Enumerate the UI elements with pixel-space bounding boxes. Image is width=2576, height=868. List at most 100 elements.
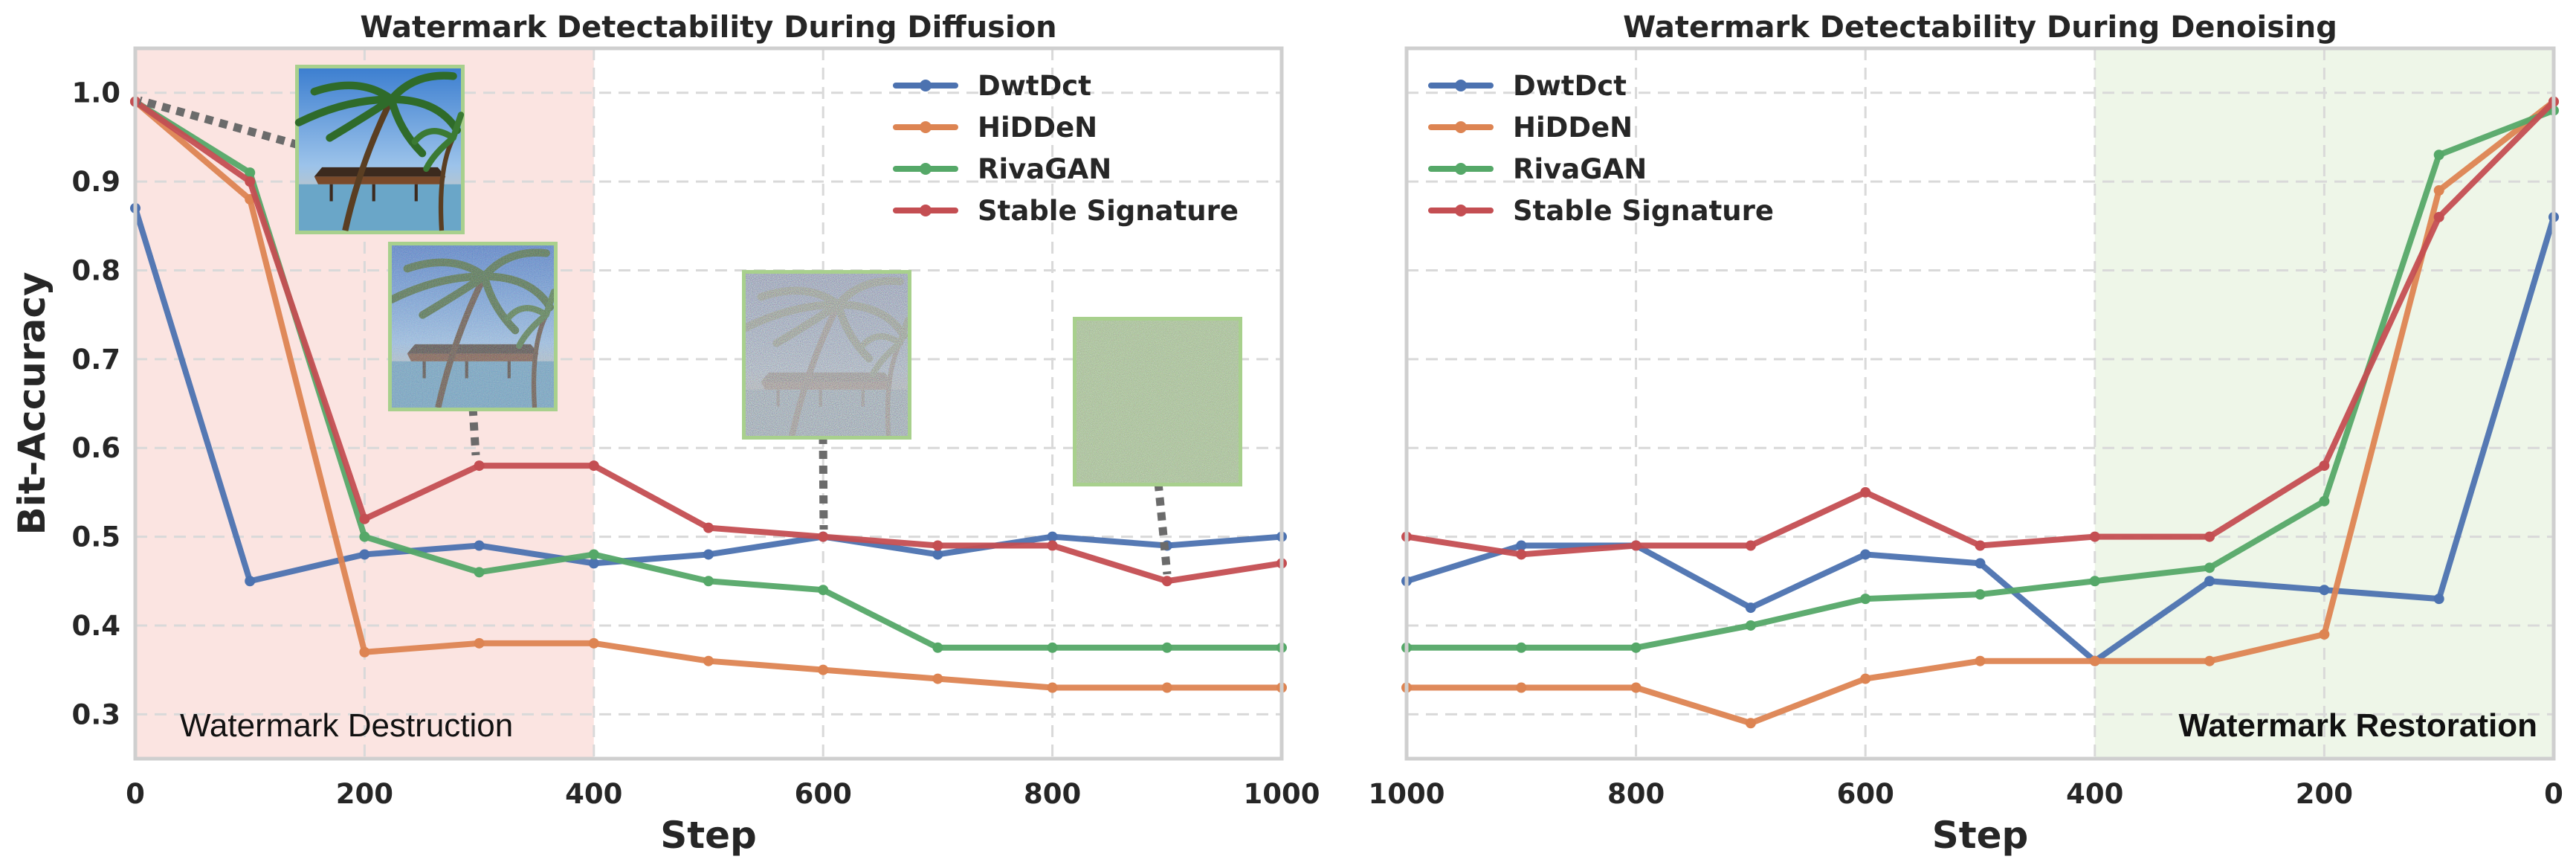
region-label: Watermark Destruction <box>180 707 513 744</box>
legend-marker <box>1455 80 1467 91</box>
data-point <box>2319 495 2330 507</box>
x-tick-label: 200 <box>2296 778 2353 810</box>
data-point <box>2204 531 2215 542</box>
thumbnail-connector <box>138 96 300 150</box>
legend-marker <box>1455 121 1467 133</box>
data-point <box>703 655 714 666</box>
x-tick-label: 200 <box>336 778 393 810</box>
thumbnail-image <box>299 68 461 231</box>
data-point <box>703 576 714 587</box>
data-point <box>1047 642 1058 653</box>
data-point <box>359 646 370 658</box>
x-axis-label: Step <box>1932 814 2029 857</box>
legend-label: DwtDct <box>1513 70 1627 102</box>
x-tick-label: 600 <box>1837 778 1894 810</box>
data-point <box>474 540 485 551</box>
data-point <box>2089 576 2100 587</box>
legend-marker <box>920 121 932 133</box>
data-point <box>2433 211 2444 222</box>
data-point <box>703 549 714 560</box>
y-tick-label: 0.9 <box>71 166 120 198</box>
y-tick-label: 0.6 <box>71 432 120 464</box>
data-point <box>245 167 256 179</box>
legend-marker <box>920 80 932 91</box>
data-point <box>1860 594 1871 605</box>
chart-title: Watermark Detectability During Denoising <box>1623 10 2337 45</box>
data-point <box>2319 460 2330 472</box>
data-point <box>2204 576 2215 587</box>
chart-title: Watermark Detectability During Diffusion <box>360 10 1056 45</box>
x-tick-label: 800 <box>1607 778 1665 810</box>
data-point <box>1860 673 1871 684</box>
x-tick-label: 400 <box>2066 778 2123 810</box>
x-tick-label: 600 <box>795 778 852 810</box>
x-tick-label: 0 <box>126 778 145 810</box>
x-tick-label: 0 <box>2544 778 2563 810</box>
data-point <box>1745 602 1756 614</box>
data-point <box>2433 185 2444 196</box>
data-point <box>2319 629 2330 640</box>
plot-frame <box>1404 46 2556 761</box>
legend-marker <box>920 163 932 175</box>
legend-label: HiDDeN <box>1513 112 1633 144</box>
data-point <box>2204 562 2215 573</box>
data-point <box>1630 682 1642 693</box>
legend-item: RivaGAN <box>1428 153 1647 185</box>
thumbnail-connector <box>468 407 480 456</box>
y-tick-label: 0.5 <box>71 521 120 553</box>
data-point <box>1047 531 1058 542</box>
plot-frame <box>133 46 1284 761</box>
data-point <box>1161 576 1172 587</box>
legend: DwtDct HiDDeN RivaGAN Stable Signature <box>893 70 1239 227</box>
chart-panel-1: Watermark Destruction 0 200 400 600 800 1000 0.… <box>10 10 1320 857</box>
data-point <box>1161 682 1172 693</box>
legend-item: RivaGAN <box>893 153 1111 185</box>
data-point <box>588 637 599 649</box>
data-point <box>1047 682 1058 693</box>
data-point <box>2089 655 2100 666</box>
y-axis-label: Bit-Accuracy <box>10 271 54 535</box>
data-point <box>932 673 943 684</box>
legend-label: HiDDeN <box>978 112 1097 144</box>
data-point <box>1516 642 1527 653</box>
legend-item: HiDDeN <box>893 112 1097 144</box>
legend-marker <box>920 205 932 216</box>
thumbnail-slightly-noisy <box>388 242 558 456</box>
data-point <box>1745 620 1756 631</box>
data-point <box>932 540 943 551</box>
legend-item: Stable Signature <box>1428 195 1774 227</box>
data-point <box>359 513 370 524</box>
data-point <box>2433 150 2444 161</box>
data-point <box>1745 540 1756 551</box>
data-point <box>2319 585 2330 596</box>
data-point <box>245 576 256 587</box>
data-point <box>359 531 370 542</box>
legend-item: DwtDct <box>1428 70 1627 102</box>
legend-marker <box>1455 163 1467 175</box>
thumbnail-pure-noise <box>1073 317 1242 575</box>
data-point <box>588 558 599 569</box>
legend-marker <box>1455 205 1467 216</box>
y-tick-label: 0.3 <box>71 698 120 730</box>
y-tick-label: 1.0 <box>71 77 120 109</box>
thumbnail-connector <box>819 435 828 530</box>
thumbnail-clean <box>138 65 465 234</box>
data-point <box>1975 540 1986 551</box>
data-point <box>818 585 829 596</box>
chart-panel-2: Watermark Restoration 1000 800 600 400 200 0 Wa… <box>1369 10 2563 857</box>
legend-item: DwtDct <box>893 70 1091 102</box>
data-point <box>932 642 943 653</box>
legend-item: Stable Signature <box>893 195 1239 227</box>
data-point <box>474 460 485 472</box>
data-point <box>588 549 599 560</box>
data-point <box>1516 549 1527 560</box>
legend-label: DwtDct <box>978 70 1091 102</box>
data-point <box>474 637 485 649</box>
data-point <box>1860 549 1871 560</box>
data-point <box>2089 531 2100 542</box>
data-point <box>1161 642 1172 653</box>
y-tick-label: 0.7 <box>71 344 120 376</box>
region-label: Watermark Restoration <box>2179 707 2538 744</box>
data-point <box>818 531 829 542</box>
